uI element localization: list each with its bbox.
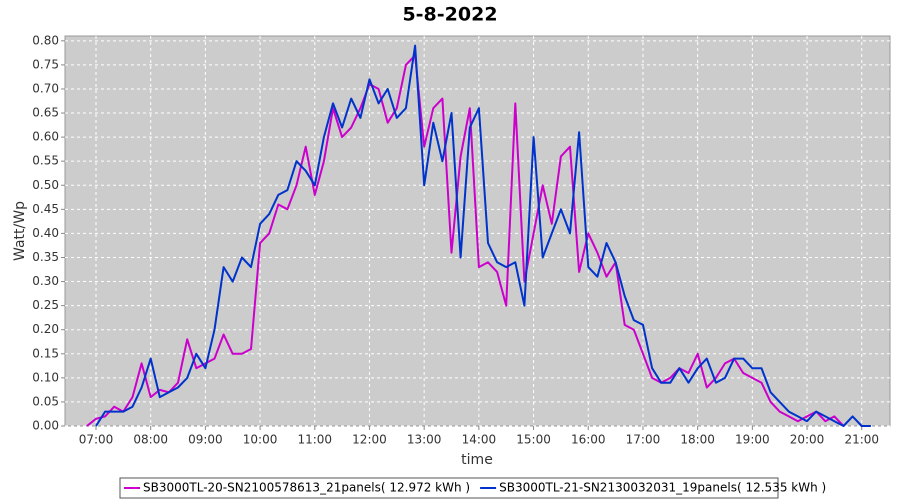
y-tick-label: 0.55 [32,154,59,168]
y-tick-label: 0.15 [32,346,59,360]
x-tick-label: 18:00 [680,433,715,447]
legend-box [119,477,779,499]
y-tick-label: 0.65 [32,106,59,120]
y-tick-label: 0.75 [32,57,59,71]
x-tick-label: 20:00 [790,433,825,447]
x-tick-label: 17:00 [626,433,661,447]
x-tick-label: 09:00 [188,433,223,447]
x-tick-label: 16:00 [571,433,606,447]
y-tick-label: 0.00 [32,419,59,433]
series-line [86,54,845,427]
y-tick-label: 0.20 [32,322,59,336]
x-tick-label: 15:00 [516,433,551,447]
x-tick-label: 12:00 [352,433,387,447]
y-tick-label: 0.35 [32,250,59,264]
y-tick-label: 0.70 [32,81,59,95]
legend-label: SB3000TL-21-SN2130032031_19panels( 12.53… [499,481,826,495]
x-axis-label: time [461,452,493,468]
y-tick-label: 0.30 [32,274,59,288]
chart-title: 5-8-2022 [402,4,497,26]
y-tick-label: 0.05 [32,394,59,408]
series-line [95,44,871,427]
y-tick-label: 0.45 [32,202,59,216]
y-tick-label: 0.10 [32,370,59,384]
x-tick-label: 14:00 [462,433,497,447]
y-tick-label: 0.40 [32,226,59,240]
y-tick-label: 0.60 [32,130,59,144]
y-axis-label: Watt/Wp [12,201,28,261]
y-tick-label: 0.25 [32,298,59,312]
x-tick-label: 21:00 [844,433,879,447]
y-tick-label: 0.80 [32,33,59,47]
x-tick-label: 13:00 [407,433,442,447]
x-tick-label: 07:00 [79,433,114,447]
x-tick-label: 19:00 [735,433,770,447]
y-tick-label: 0.50 [32,178,59,192]
legend-label: SB3000TL-20-SN2100578613_21panels( 12.97… [143,481,470,495]
x-tick-label: 08:00 [133,433,168,447]
x-tick-label: 11:00 [297,433,332,447]
x-tick-label: 10:00 [243,433,278,447]
